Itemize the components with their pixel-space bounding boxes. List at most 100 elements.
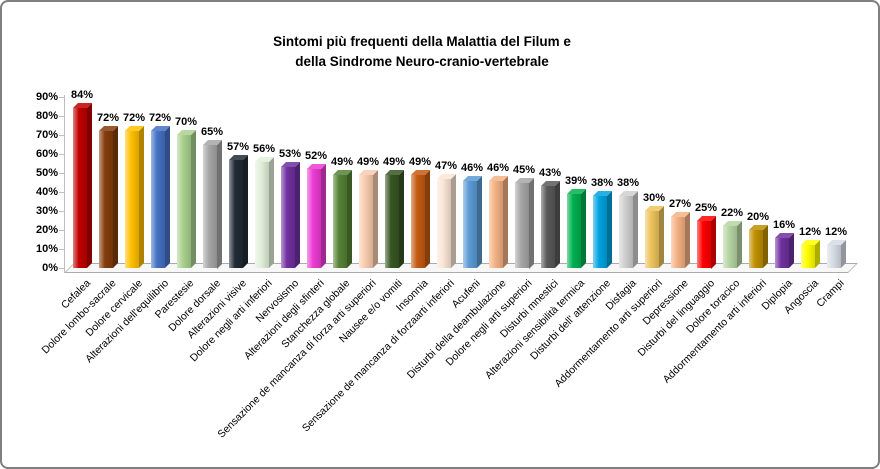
value-label: 49%	[408, 155, 432, 168]
bar-side-face	[269, 156, 274, 268]
bar-3	[125, 126, 144, 268]
bar-10	[307, 164, 326, 268]
chart-title-line-2: della Sindrome Neuro-cranio-vertebrale	[295, 54, 549, 69]
bar-side-face	[659, 206, 664, 268]
bar-front-face	[151, 131, 165, 268]
bar-1	[73, 103, 92, 268]
bar-23	[645, 206, 664, 268]
bar-26	[723, 221, 742, 268]
y-axis-tick	[59, 173, 64, 174]
bar-side-face	[321, 164, 326, 268]
bar-front-face	[411, 174, 425, 268]
y-axis-label: 50%	[35, 167, 58, 179]
y-axis-label: 0%	[42, 262, 58, 274]
bar-7	[229, 154, 248, 268]
y-axis-tick	[59, 268, 64, 269]
bar-front-face	[645, 211, 659, 268]
y-axis-label: 70%	[35, 129, 58, 141]
category-label: Crampi	[814, 277, 847, 310]
bar-front-face	[593, 195, 607, 268]
bar-front-face	[567, 193, 581, 268]
value-label: 12%	[824, 226, 848, 239]
bar-front-face	[359, 174, 373, 268]
bar-front-face	[307, 169, 321, 268]
bar-front-face	[723, 226, 737, 268]
bar-side-face	[87, 103, 92, 268]
bar-front-face	[463, 180, 477, 268]
bar-29	[801, 240, 820, 268]
bar-front-face	[177, 135, 191, 268]
bar-side-face	[399, 169, 404, 268]
value-label: 65%	[200, 125, 224, 138]
bar-side-face	[425, 169, 430, 268]
bar-13	[385, 169, 404, 268]
value-label: 38%	[616, 176, 640, 189]
bar-front-face	[515, 182, 529, 268]
value-label: 72%	[148, 112, 172, 125]
value-label: 46%	[486, 161, 510, 174]
bar-side-face	[737, 221, 742, 268]
bar-side-face	[243, 154, 248, 268]
y-axis-tick	[59, 97, 64, 98]
y-axis-tick	[59, 135, 64, 136]
bar-side-face	[191, 130, 196, 268]
y-axis-label: 40%	[35, 186, 58, 198]
bar-9	[281, 162, 300, 268]
bar-side-face	[555, 181, 560, 268]
bar-front-face	[333, 174, 347, 268]
bar-front-face	[125, 131, 139, 268]
bar-front-face	[801, 245, 815, 268]
bar-front-face	[229, 159, 243, 268]
y-axis-label: 30%	[35, 205, 58, 217]
y-axis-tick	[59, 192, 64, 193]
y-axis-tick	[59, 230, 64, 231]
bar-side-face	[451, 173, 456, 268]
bar-28	[775, 232, 794, 268]
bar-front-face	[99, 131, 113, 268]
value-label: 72%	[96, 112, 120, 125]
value-label: 52%	[304, 150, 328, 163]
bar-front-face	[203, 144, 217, 268]
bar-20	[567, 188, 586, 268]
value-label: 49%	[356, 155, 380, 168]
bar-front-face	[489, 180, 503, 268]
y-axis-line	[64, 95, 65, 273]
value-label: 56%	[252, 142, 276, 155]
bar-side-face	[763, 225, 768, 268]
value-label: 16%	[772, 218, 796, 231]
bar-14	[411, 169, 430, 268]
value-label: 47%	[434, 159, 458, 172]
bar-6	[203, 139, 222, 268]
bar-17	[489, 175, 508, 268]
value-label: 46%	[460, 161, 484, 174]
bar-25	[697, 215, 716, 268]
bar-side-face	[503, 175, 508, 268]
bar-24	[671, 211, 690, 268]
bar-19	[541, 181, 560, 268]
value-label: 25%	[694, 201, 718, 214]
bar-side-face	[711, 215, 716, 268]
value-label: 49%	[382, 155, 406, 168]
bar-front-face	[541, 186, 555, 268]
bar-side-face	[165, 126, 170, 268]
bar-2	[99, 126, 118, 268]
bar-front-face	[255, 161, 269, 268]
value-label: 57%	[226, 140, 250, 153]
value-label: 49%	[330, 155, 354, 168]
y-axis-tick	[59, 116, 64, 117]
y-axis-label: 80%	[35, 110, 58, 122]
value-label: 22%	[720, 207, 744, 220]
chart-title-line-1: Sintomi più frequenti della Malattia del…	[273, 34, 571, 49]
value-label: 84%	[70, 89, 94, 102]
y-axis-label: 20%	[35, 224, 58, 236]
bar-5	[177, 130, 196, 268]
bar-side-face	[373, 169, 378, 268]
bar-side-face	[607, 190, 612, 268]
bar-15	[437, 173, 456, 268]
bar-front-face	[281, 167, 295, 268]
bar-side-face	[113, 126, 118, 268]
y-axis-tick	[59, 211, 64, 212]
bar-front-face	[385, 174, 399, 268]
bar-side-face	[295, 162, 300, 268]
